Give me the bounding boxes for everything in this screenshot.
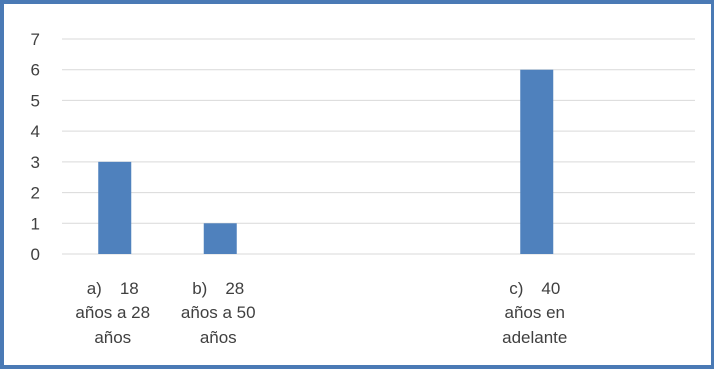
x-axis-labels: a) 18 años a 28 años b) 28 años a 50 años c) 40 añ… (75, 279, 567, 347)
bar-0 (98, 161, 132, 254)
y-tick-label: 2 (31, 184, 40, 203)
x-tick-label: a) 18 (87, 279, 139, 298)
x-tick-label-part: c) (509, 279, 523, 298)
y-tick-label: 3 (31, 153, 40, 172)
y-tick-label: 6 (31, 61, 40, 80)
x-tick-label-part: 40 (541, 279, 560, 298)
x-tick-label-line: adelante (502, 328, 567, 347)
x-tick-label-line: años (94, 328, 131, 347)
x-tick-label: b) 28 (192, 279, 244, 298)
y-axis-ticks: 0 1 2 3 4 5 6 7 (31, 30, 40, 264)
gridlines (62, 38, 695, 255)
y-tick-label: 4 (31, 122, 40, 141)
x-tick-label-line: años a 28 (75, 303, 150, 322)
y-tick-label: 0 (31, 245, 40, 264)
x-tick-label-line: años (200, 328, 237, 347)
x-tick-label-part: b) (192, 279, 207, 298)
bars (98, 69, 554, 254)
y-tick-label: 5 (31, 91, 40, 110)
x-tick-label-part: a) (87, 279, 102, 298)
x-tick-label-line: años a 50 (181, 303, 256, 322)
x-tick-label-part: 18 (120, 279, 139, 298)
x-tick-label-part: 28 (225, 279, 244, 298)
x-tick-label: c) 40 (509, 279, 560, 298)
bar-4 (520, 69, 554, 254)
y-tick-label: 1 (31, 214, 40, 233)
bar-1 (203, 223, 237, 254)
y-tick-label: 7 (31, 30, 40, 49)
x-tick-label-line: años en (505, 303, 566, 322)
